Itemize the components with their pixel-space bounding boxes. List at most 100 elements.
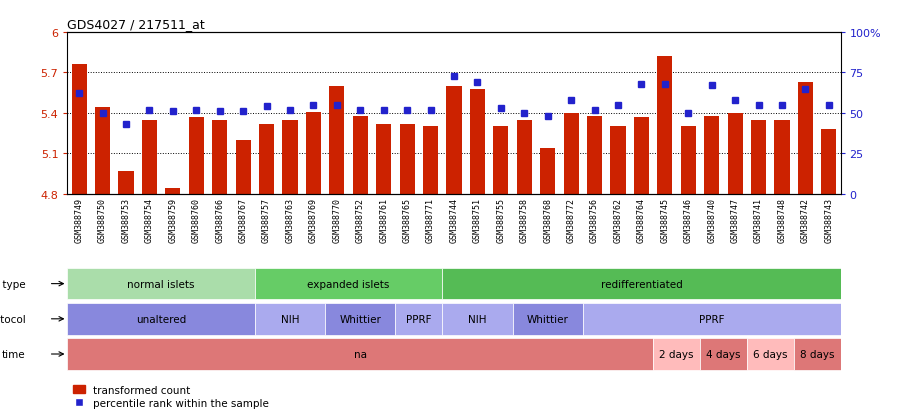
Text: GSM388759: GSM388759 [168,198,177,242]
Text: GDS4027 / 217511_at: GDS4027 / 217511_at [67,17,205,31]
Text: GSM388766: GSM388766 [215,198,224,242]
Bar [212,120,227,194]
Text: na: na [354,349,367,359]
Text: GSM388765: GSM388765 [403,198,412,242]
Bar [95,108,111,194]
Text: cell type: cell type [0,279,25,289]
Text: GSM388748: GSM388748 [778,198,787,242]
Text: 4 days: 4 days [707,349,741,359]
FancyBboxPatch shape [67,303,254,335]
Bar [657,57,672,194]
Bar [399,124,414,194]
Text: unaltered: unaltered [136,314,186,324]
Bar [540,149,556,194]
Bar [306,112,321,194]
Text: NIH: NIH [468,314,486,324]
FancyBboxPatch shape [67,338,654,370]
Text: GSM388755: GSM388755 [496,198,505,242]
Text: GSM388771: GSM388771 [426,198,435,242]
Bar [822,130,836,194]
Text: GSM388767: GSM388767 [238,198,247,242]
Bar [587,116,602,194]
Bar [329,87,344,194]
Text: time: time [2,349,25,359]
Text: GSM388740: GSM388740 [708,198,717,242]
Text: GSM388769: GSM388769 [309,198,318,242]
Text: GSM388764: GSM388764 [636,198,645,242]
Bar [189,118,204,194]
Bar [352,116,368,194]
FancyBboxPatch shape [442,268,841,300]
Bar [376,124,391,194]
Text: GSM388758: GSM388758 [520,198,529,242]
Text: normal islets: normal islets [128,279,195,289]
FancyBboxPatch shape [325,303,396,335]
Text: protocol: protocol [0,314,25,324]
Text: GSM388760: GSM388760 [191,198,200,242]
Text: GSM388743: GSM388743 [824,198,833,242]
Text: Whittier: Whittier [339,314,381,324]
Text: GSM388754: GSM388754 [145,198,154,242]
Bar [119,171,134,194]
FancyBboxPatch shape [583,303,841,335]
Text: GSM388762: GSM388762 [613,198,622,242]
FancyBboxPatch shape [747,338,794,370]
Bar [751,120,766,194]
Text: 8 days: 8 days [800,349,834,359]
Bar [774,120,789,194]
Text: GSM388757: GSM388757 [263,198,271,242]
Text: GSM388747: GSM388747 [731,198,740,242]
Text: GSM388749: GSM388749 [75,198,84,242]
Bar [610,127,626,194]
Text: GSM388751: GSM388751 [473,198,482,242]
Bar [259,124,274,194]
Text: GSM388742: GSM388742 [801,198,810,242]
FancyBboxPatch shape [254,303,325,335]
Text: GSM388753: GSM388753 [121,198,130,242]
FancyBboxPatch shape [254,268,442,300]
Bar [797,83,813,194]
Bar [634,118,649,194]
Text: redifferentiated: redifferentiated [601,279,682,289]
Bar [494,127,509,194]
Text: 2 days: 2 days [659,349,694,359]
Bar [564,114,579,194]
Text: GSM388768: GSM388768 [543,198,552,242]
Bar [470,89,485,194]
Text: GSM388752: GSM388752 [356,198,365,242]
Text: GSM388744: GSM388744 [450,198,458,242]
Text: PPRF: PPRF [406,314,432,324]
Bar [727,114,743,194]
Text: GSM388772: GSM388772 [566,198,575,242]
Bar [72,65,86,194]
Bar [142,120,157,194]
FancyBboxPatch shape [794,338,841,370]
FancyBboxPatch shape [67,268,254,300]
Text: GSM388745: GSM388745 [661,198,670,242]
Bar [165,189,181,194]
Text: GSM388763: GSM388763 [286,198,295,242]
Bar [282,120,298,194]
Text: NIH: NIH [280,314,299,324]
Bar [447,87,461,194]
Legend: transformed count, percentile rank within the sample: transformed count, percentile rank withi… [73,385,270,408]
Bar [681,127,696,194]
Text: GSM388756: GSM388756 [590,198,599,242]
FancyBboxPatch shape [512,303,583,335]
FancyBboxPatch shape [654,338,700,370]
Text: GSM388770: GSM388770 [333,198,342,242]
Text: expanded islets: expanded islets [307,279,390,289]
FancyBboxPatch shape [700,338,747,370]
Bar [517,120,532,194]
Text: GSM388741: GSM388741 [754,198,763,242]
Text: 6 days: 6 days [753,349,788,359]
Text: GSM388746: GSM388746 [684,198,693,242]
FancyBboxPatch shape [442,303,512,335]
Text: GSM388761: GSM388761 [379,198,388,242]
Bar [704,116,719,194]
Bar [423,127,438,194]
Text: PPRF: PPRF [699,314,725,324]
FancyBboxPatch shape [396,303,442,335]
Bar [236,140,251,194]
Text: Whittier: Whittier [527,314,569,324]
